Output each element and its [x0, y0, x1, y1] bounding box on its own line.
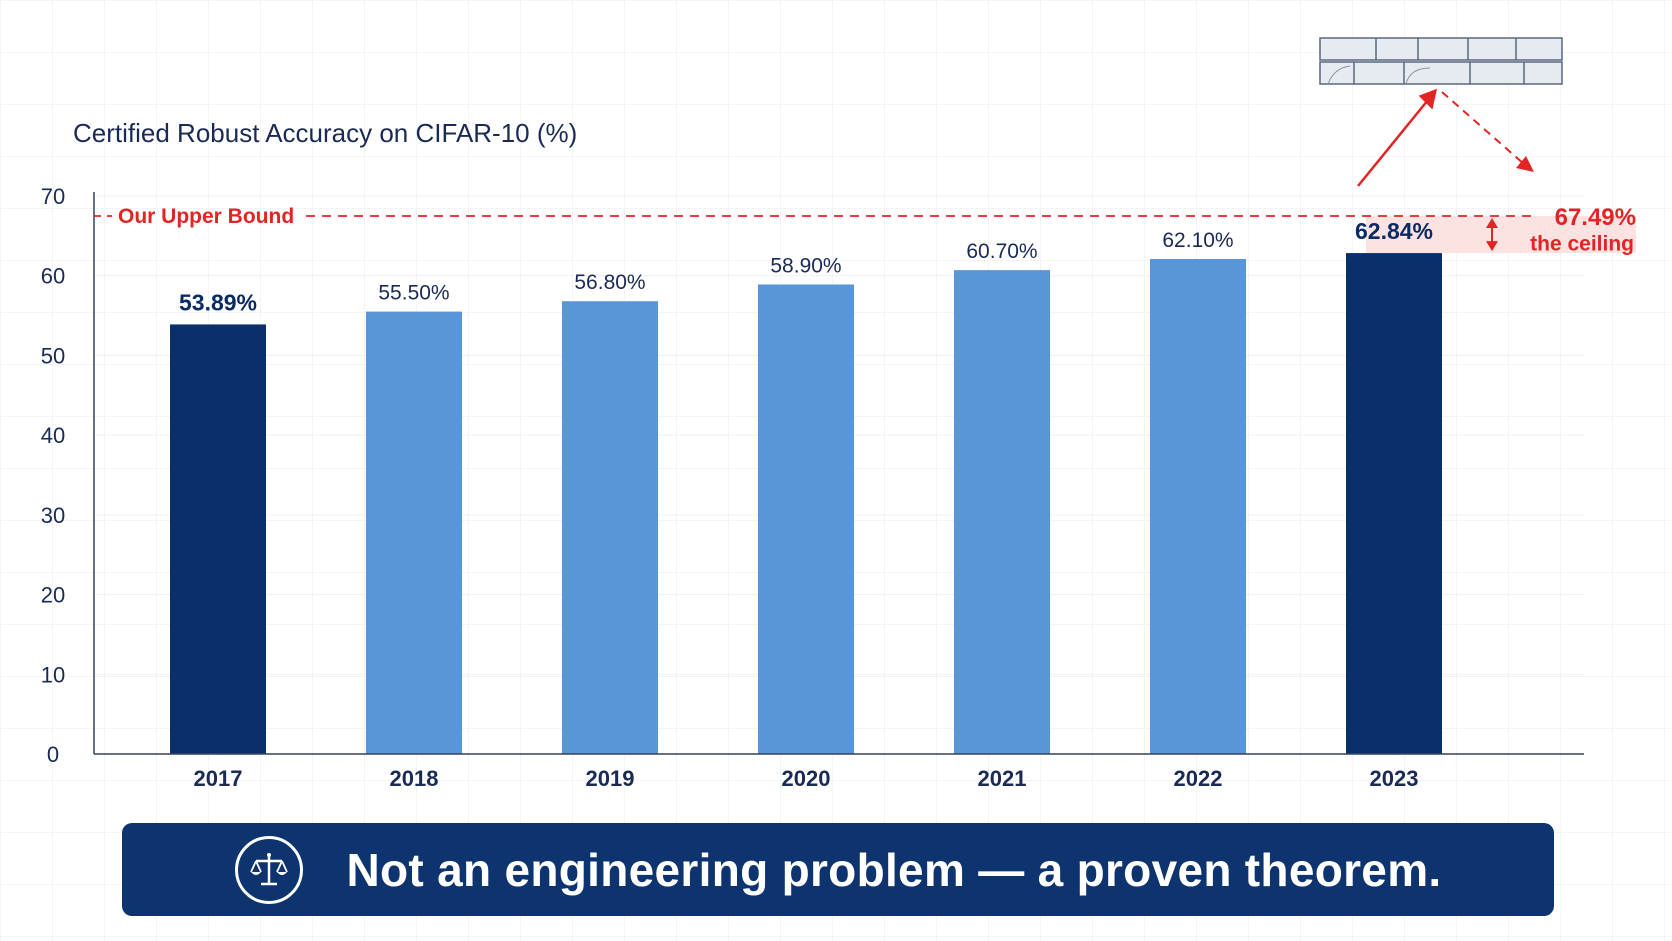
conclusion-banner: Not an engineering problem — a proven th… — [122, 823, 1554, 916]
y-tick-label: 30 — [41, 503, 65, 528]
chart-title: Certified Robust Accuracy on CIFAR-10 (%… — [73, 118, 577, 148]
brick-crack — [1327, 65, 1351, 85]
bar-value-label: 53.89% — [179, 289, 257, 315]
x-ticks: 2017 2018 2019 2020 2021 2022 2023 — [194, 766, 1419, 791]
gap-annotation: the ceiling — [1530, 233, 1634, 256]
y-tick-label: 60 — [41, 264, 65, 289]
x-tick-label: 2023 — [1370, 766, 1419, 791]
y-ticks: 0 10 20 30 40 50 60 70 — [41, 184, 65, 767]
balance-scale-icon — [234, 835, 303, 904]
arrows — [1357, 88, 1534, 187]
ceiling-region — [1366, 216, 1636, 254]
arrow-deflected — [1441, 91, 1525, 165]
bar-value-label: 58.90% — [770, 254, 841, 277]
x-tick-label: 2018 — [390, 766, 439, 791]
x-tick-label: 2017 — [194, 766, 243, 791]
bar-value-label: 55.50% — [378, 282, 449, 305]
bar — [758, 284, 854, 754]
reference-value-label: 67.49% — [1555, 204, 1636, 231]
gap-arrowhead — [1486, 241, 1498, 252]
gap-arrowhead — [1486, 218, 1498, 229]
bar — [1346, 253, 1442, 754]
value-labels: 53.89% 55.50% 56.80% 58.90% 60.70% 62.10% 62.8… — [179, 218, 1433, 315]
bar — [1150, 258, 1246, 754]
wall-row — [1319, 61, 1563, 85]
bar-value-label: 56.80% — [574, 271, 645, 294]
y-tick-label: 50 — [41, 343, 65, 368]
y-tick-label: 40 — [41, 423, 65, 448]
y-tick-label: 70 — [41, 184, 65, 209]
y-tick-label: 20 — [41, 583, 65, 608]
x-tick-label: 2019 — [586, 766, 635, 791]
y-tick-label: 0 — [47, 742, 59, 767]
x-tick-label: 2022 — [1174, 766, 1223, 791]
bar — [170, 324, 266, 754]
ceiling-band — [1366, 216, 1636, 254]
bar-value-label: 60.70% — [966, 240, 1037, 263]
axes — [93, 192, 1584, 755]
bar — [954, 270, 1050, 754]
bar-value-label: 62.10% — [1162, 229, 1233, 252]
reference-line-group: Our Upper Bound 67.49%the ceiling — [94, 204, 1636, 256]
x-tick-label: 2020 — [782, 766, 831, 791]
bar — [562, 301, 658, 754]
banner-text: Not an engineering problem — a proven th… — [346, 843, 1442, 896]
bars — [170, 253, 1442, 754]
arrowhead — [1418, 88, 1438, 110]
brick-crack — [1405, 67, 1431, 85]
bar-value-label: 62.84% — [1355, 218, 1433, 244]
wall-row — [1319, 37, 1563, 61]
arrow-to-wall — [1357, 99, 1429, 187]
reference-line-label: Our Upper Bound — [118, 205, 294, 228]
y-tick-label: 10 — [41, 662, 65, 687]
brick-wall-icon — [1319, 37, 1563, 85]
x-tick-label: 2021 — [978, 766, 1027, 791]
arrowhead — [1516, 156, 1534, 172]
bar — [366, 311, 462, 754]
